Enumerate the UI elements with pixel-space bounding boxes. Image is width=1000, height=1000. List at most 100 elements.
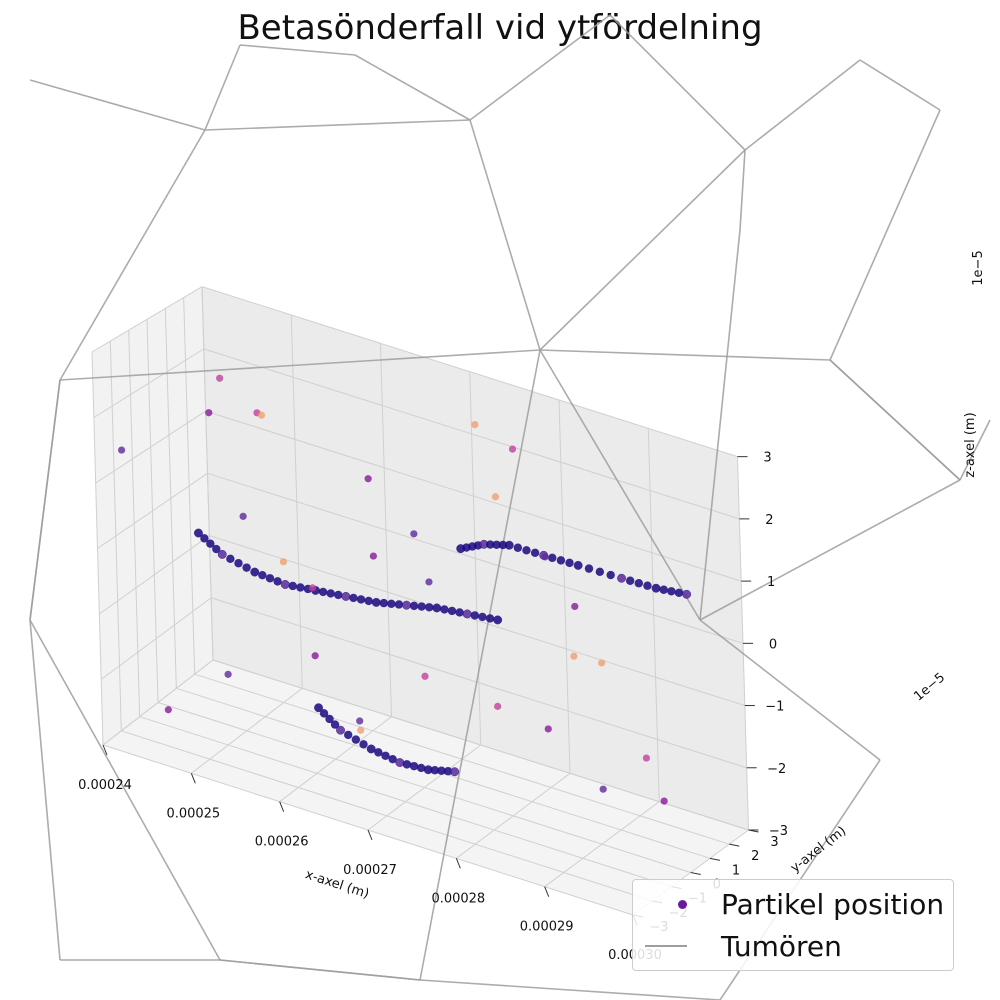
particle-point <box>443 767 453 776</box>
particle-point <box>314 703 323 713</box>
tumor-wireframe <box>29 14 991 1000</box>
grid-line <box>93 348 205 418</box>
tumor-edge <box>469 119 541 351</box>
particle-point <box>250 567 260 577</box>
legend-label-particles: Partikel position <box>721 888 945 921</box>
z-tick-label: 1 <box>767 575 775 590</box>
y-axis-label: y-axel (m) <box>788 824 849 876</box>
particle-points <box>117 374 692 805</box>
particle-point <box>570 652 578 660</box>
particle-point <box>606 570 615 580</box>
particle-point <box>279 558 288 566</box>
particle-point <box>410 530 418 538</box>
particle-point <box>462 609 472 619</box>
grid-line <box>201 286 738 458</box>
tumor-edge <box>539 149 746 351</box>
y-tick <box>729 843 740 847</box>
tumor-edge <box>29 619 61 961</box>
tumor-edge <box>699 619 881 761</box>
particle-point <box>265 574 275 583</box>
particle-point <box>486 540 495 549</box>
tumor-edge <box>699 479 961 621</box>
particle-point <box>357 726 365 734</box>
particle-point <box>409 761 419 771</box>
particle-point <box>381 751 390 760</box>
tumor-edge <box>419 979 721 1000</box>
particle-point <box>455 608 464 617</box>
z-tick-label: −2 <box>767 762 786 777</box>
particle-point <box>643 581 652 590</box>
particle-point <box>356 595 366 604</box>
particle-point <box>239 512 247 520</box>
chart-title: Betasönderfall vid ytfördelning <box>237 8 763 48</box>
particle-point <box>224 670 232 678</box>
legend-entry-tumor: Tumören <box>633 926 953 966</box>
legend-dot-icon <box>678 900 687 909</box>
particle-point <box>447 606 457 616</box>
particle-point <box>651 583 661 593</box>
particle-point <box>351 735 361 744</box>
tumor-edge <box>59 349 541 381</box>
z-tick-label: −3 <box>769 824 788 839</box>
x-tick-label: 0.00029 <box>520 920 574 935</box>
particle-point <box>117 446 126 454</box>
particle-point <box>416 763 426 773</box>
x-tick-label: 0.00024 <box>78 778 132 793</box>
x-tick <box>279 801 285 812</box>
grid-line <box>203 348 740 520</box>
particle-point <box>395 758 405 768</box>
particle-point <box>659 585 668 594</box>
particle-point <box>200 534 209 543</box>
particle-point <box>334 590 343 600</box>
legend-entry-particles: Partikel position <box>633 884 953 924</box>
tumor-edge <box>219 959 421 981</box>
tumor-edge <box>469 14 611 121</box>
tumor-edge <box>539 349 831 361</box>
legend-marker-particles <box>645 894 687 914</box>
particle-point <box>642 754 651 762</box>
z-tick-label: 2 <box>765 513 773 528</box>
particle-point <box>494 702 502 710</box>
grid-line <box>91 286 203 353</box>
particle-point <box>359 740 368 749</box>
particle-point <box>374 748 383 757</box>
particle-point <box>234 559 243 568</box>
particle-point <box>226 554 235 564</box>
tumor-edge <box>744 59 861 151</box>
particle-point <box>492 540 501 549</box>
tumor-edge <box>204 119 471 131</box>
particle-point <box>341 591 351 601</box>
particle-point <box>343 730 353 740</box>
particle-point <box>425 578 433 586</box>
particle-point <box>206 539 215 548</box>
particle-point <box>450 767 460 777</box>
particle-point <box>164 706 172 714</box>
y-tick-label: 3 <box>770 835 778 850</box>
particle-point <box>599 785 607 793</box>
particle-point <box>595 567 605 577</box>
particle-point <box>257 411 266 419</box>
y-tick <box>709 857 721 861</box>
tumor-edge <box>739 149 746 231</box>
particle-point <box>682 589 692 599</box>
particle-point <box>530 548 540 558</box>
tumor-edge <box>29 619 221 961</box>
particle-point <box>471 421 479 429</box>
particle-point <box>485 614 495 623</box>
z-axis-label: z-axel (m) <box>963 412 978 477</box>
particle-point <box>369 552 377 560</box>
particle-point <box>356 717 364 725</box>
particle-point <box>288 581 297 591</box>
tumor-edge <box>59 129 206 381</box>
particle-point <box>565 558 574 568</box>
particle-point <box>440 605 449 614</box>
particle-point <box>437 766 446 775</box>
x-tick-label: 0.00026 <box>255 835 309 850</box>
tumor-edge <box>239 44 356 56</box>
particle-point <box>319 709 329 718</box>
particle-point <box>402 600 411 610</box>
particle-point <box>409 601 419 611</box>
x-tick <box>367 829 373 841</box>
